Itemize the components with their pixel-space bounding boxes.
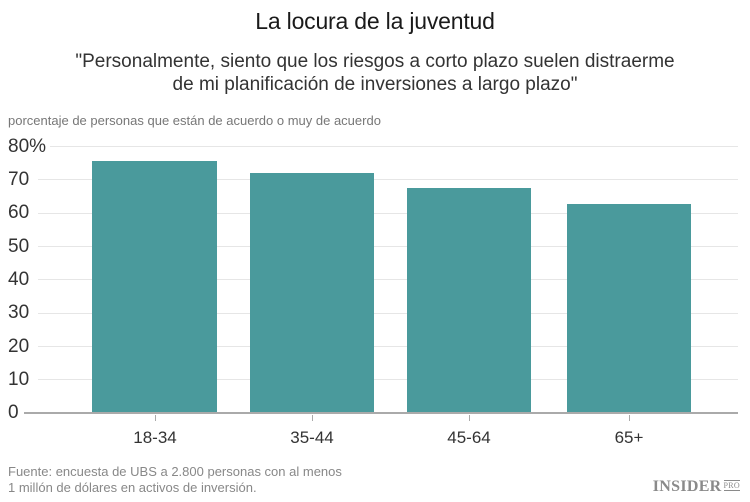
gridline-70 bbox=[38, 179, 738, 180]
gridline-40 bbox=[38, 279, 738, 280]
y-tick-80: 80% bbox=[8, 136, 47, 157]
bar-45-64 bbox=[407, 188, 531, 413]
y-tick-30: 30 bbox=[8, 302, 30, 323]
bar-35-44 bbox=[250, 173, 374, 413]
x-tick-mark-18-34 bbox=[155, 415, 156, 421]
bar-65-plus bbox=[567, 204, 691, 413]
gridline-20 bbox=[38, 346, 738, 347]
gridline-30 bbox=[38, 313, 738, 314]
y-axis-label: porcentaje de personas que están de acue… bbox=[8, 113, 381, 128]
chart-subtitle: "Personalmente, siento que los riesgos a… bbox=[0, 50, 750, 96]
gridline-50 bbox=[38, 246, 738, 247]
subtitle-line-1: "Personalmente, siento que los riesgos a… bbox=[75, 51, 675, 72]
y-tick-10: 10 bbox=[8, 369, 30, 390]
gridline-10 bbox=[38, 379, 738, 380]
x-tick-45-64: 45-64 bbox=[447, 428, 491, 447]
y-tick-20: 20 bbox=[8, 336, 30, 357]
source-line-2: 1 millón de dólares en activos de invers… bbox=[8, 480, 257, 495]
source-note: Fuente: encuesta de UBS a 2.800 personas… bbox=[8, 464, 342, 496]
y-tick-40: 40 bbox=[8, 269, 30, 290]
x-tick-mark-45-64 bbox=[469, 415, 470, 421]
insider-pro-logo: INSIDER PRO bbox=[653, 478, 740, 496]
logo-text: INSIDER bbox=[652, 478, 722, 495]
x-tick-35-44: 35-44 bbox=[290, 428, 334, 447]
y-tick-0: 0 bbox=[8, 402, 19, 423]
x-tick-65-plus: 65+ bbox=[614, 428, 644, 447]
logo-pro-badge: PRO bbox=[723, 480, 740, 491]
y-tick-50: 50 bbox=[8, 236, 30, 257]
source-line-1: Fuente: encuesta de UBS a 2.800 personas… bbox=[8, 464, 342, 479]
y-tick-60: 60 bbox=[8, 202, 30, 223]
subtitle-line-2: de mi planificación de inversiones a lar… bbox=[172, 74, 578, 95]
x-tick-mark-35-44 bbox=[312, 415, 313, 421]
y-tick-70: 70 bbox=[8, 169, 30, 190]
gridline-60 bbox=[38, 213, 738, 214]
chart-title: La locura de la juventud bbox=[255, 8, 495, 34]
x-axis-baseline bbox=[24, 412, 738, 414]
gridline-80 bbox=[50, 146, 738, 147]
x-tick-18-34: 18-34 bbox=[133, 428, 177, 447]
bar-18-34 bbox=[92, 161, 217, 413]
x-tick-mark-65-plus bbox=[629, 415, 630, 421]
